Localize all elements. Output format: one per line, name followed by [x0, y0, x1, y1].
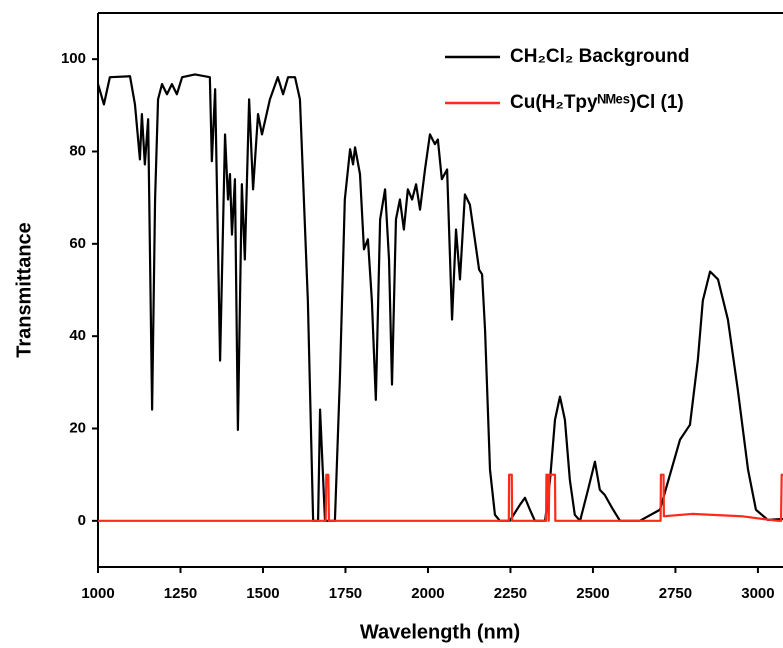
y-axis-label: Transmittance — [13, 222, 35, 358]
series-line — [98, 73, 783, 522]
y-tick-label: 60 — [69, 235, 86, 252]
x-tick-label: 2000 — [411, 585, 444, 602]
y-tick-label: 20 — [69, 419, 86, 436]
legend-text: CH₂Cl₂ Background — [510, 46, 689, 67]
series-line — [98, 473, 783, 522]
y-tick-label: 80 — [69, 142, 86, 159]
y-tick-label: 100 — [61, 50, 86, 67]
x-tick-label: 2500 — [576, 585, 609, 602]
x-tick-label: 1250 — [164, 585, 197, 602]
x-tick-label: 1500 — [246, 585, 279, 602]
plot-area — [98, 73, 783, 522]
x-tick-label: 1750 — [329, 585, 362, 602]
x-tick-label: 2750 — [659, 585, 692, 602]
y-tick-label: 40 — [69, 327, 86, 344]
x-tick-label: 1000 — [81, 585, 114, 602]
legend-text: Cu(H₂Tpyᴺᴹᵉˢ)Cl (1) — [510, 92, 684, 113]
x-axis-label: Wavelength (nm) — [360, 621, 520, 643]
y-tick-label: 0 — [78, 512, 86, 529]
x-tick-label: 2250 — [494, 585, 527, 602]
x-tick-label: 3000 — [741, 585, 774, 602]
